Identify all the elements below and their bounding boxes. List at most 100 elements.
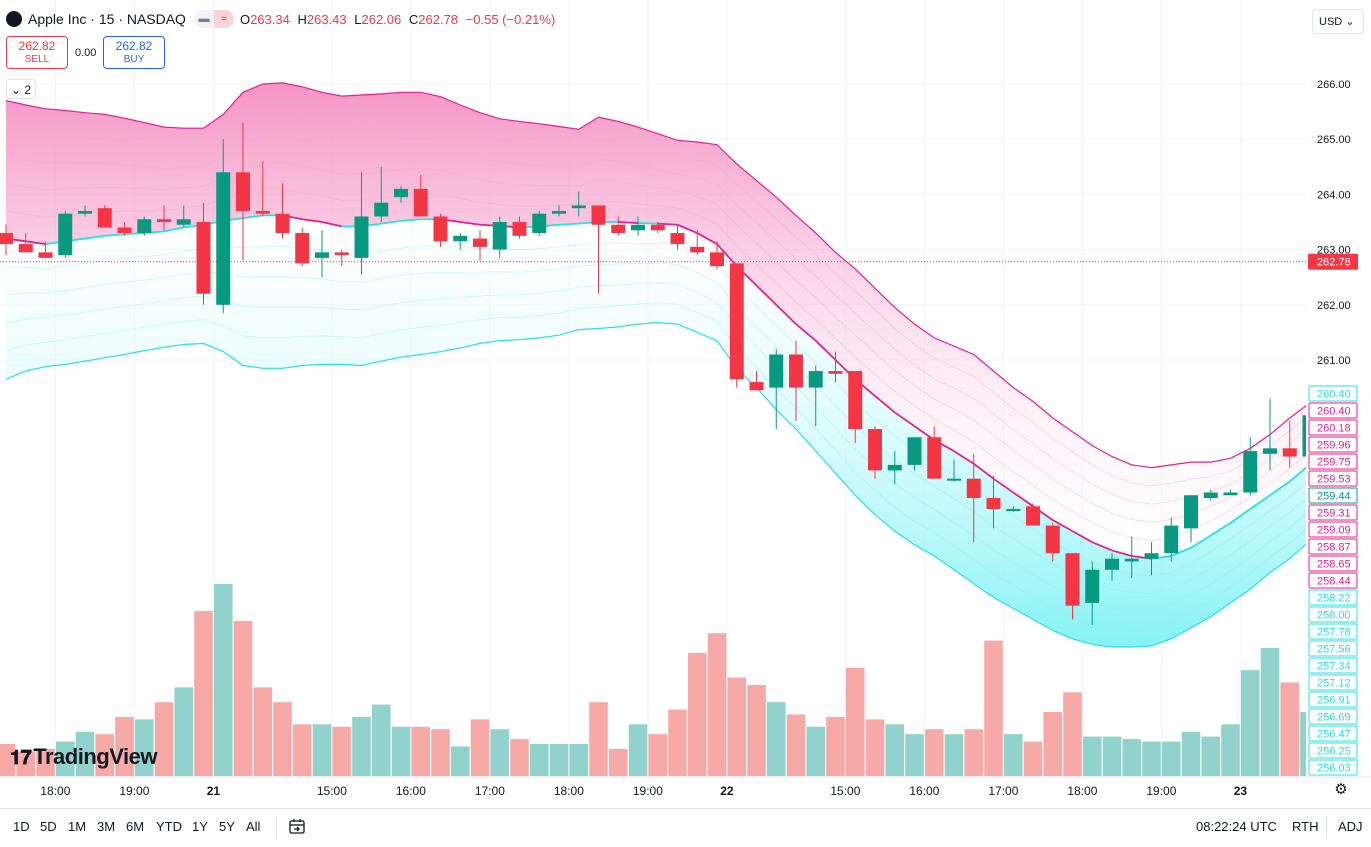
time-tick-label: 21	[207, 784, 221, 798]
candle-body	[571, 205, 586, 209]
tradingview-logo[interactable]: 𝟏𝟕TradingView	[10, 744, 157, 770]
rth-toggle[interactable]: RTH	[1292, 819, 1319, 834]
range-5y-button[interactable]: 5Y	[219, 819, 235, 834]
volume-bar	[194, 611, 213, 776]
band-value-label: 256.25	[1317, 746, 1351, 758]
time-tick-label: 15:00	[830, 784, 860, 798]
adj-toggle[interactable]: ADJ	[1338, 819, 1363, 834]
volume-bar	[668, 709, 687, 776]
upper-band-stripe	[5, 109, 1330, 487]
band-value-label: 260.40	[1317, 406, 1351, 418]
range-1y-button[interactable]: 1Y	[192, 819, 208, 834]
volume-bar	[55, 741, 75, 776]
volume-bar	[786, 714, 806, 776]
ohlc-readout: O263.34 H263.43 L262.06 C262.78 −0.55 (−…	[239, 11, 556, 27]
band-value-badge	[1308, 691, 1358, 708]
band-value-badge	[1308, 504, 1358, 521]
volume-bar	[0, 744, 16, 776]
volume-bar	[687, 652, 707, 776]
volume-bar	[826, 716, 845, 776]
symbol-title[interactable]: Apple Inc · 15 · NASDAQ	[28, 11, 186, 27]
band-value-badge	[1308, 742, 1358, 759]
candle-body	[927, 437, 942, 479]
time-tick-label: 17:00	[475, 784, 505, 798]
approx-icon[interactable]: ≈	[213, 10, 234, 28]
mid-line-segment	[874, 395, 896, 414]
candle-body	[591, 205, 606, 225]
range-all-button[interactable]: All	[246, 819, 261, 834]
settings-gear-icon[interactable]: ⚙	[1334, 781, 1348, 798]
band-value-badge	[1308, 759, 1358, 776]
time-tick-label: 16:00	[909, 784, 939, 798]
candle-body	[749, 382, 764, 391]
volume-bar	[865, 719, 885, 776]
volume-bar	[608, 748, 628, 776]
volume-bar	[1023, 741, 1043, 776]
utc-clock[interactable]: 08:22:24 UTC	[1196, 819, 1277, 834]
apple-logo-icon	[6, 11, 22, 27]
mid-line-segment	[1229, 508, 1251, 524]
band-value-badge	[1308, 538, 1358, 555]
price-axis[interactable]: 266.00 265.00 264.00 263.00 262.00 261.00 262.…	[1306, 0, 1371, 808]
mid-line-segment	[1012, 491, 1034, 508]
candle-body	[38, 252, 53, 258]
volume-bar	[1260, 648, 1280, 776]
range-6m-button[interactable]: 6M	[126, 819, 145, 834]
goto-date-icon[interactable]	[288, 817, 306, 835]
indicators-collapse-button[interactable]: ⌄ 2	[6, 79, 36, 99]
high-value: 263.43	[306, 11, 347, 27]
volume-bar	[1161, 741, 1181, 776]
range-5d-button[interactable]: 5D	[40, 819, 57, 834]
buy-button[interactable]: 262.82 BUY	[103, 36, 165, 69]
range-1d-button[interactable]: 1D	[13, 819, 30, 834]
candle-body	[986, 498, 1001, 510]
upper-band-line	[5, 82, 1330, 469]
time-tick-label: 19:00	[633, 784, 663, 798]
line-style-icon[interactable]: ▬	[198, 13, 210, 25]
candle-body	[1263, 448, 1277, 454]
lower-band-fill	[6, 215, 1330, 647]
volume-layer	[0, 584, 1339, 776]
time-tick-label: 16:00	[396, 784, 426, 798]
candle-body	[789, 354, 803, 388]
range-ytd-button[interactable]: YTD	[156, 819, 182, 834]
band-value-label: 258.65	[1317, 559, 1351, 571]
band-layer	[5, 82, 1330, 648]
mid-line-segment	[992, 477, 1014, 494]
candle-body	[1085, 569, 1100, 603]
price-tick-label: 265.00	[1317, 134, 1351, 146]
symbol-header: Apple Inc · 15 · NASDAQ ▬ ≈ O263.34 H263…	[6, 10, 559, 28]
currency-select[interactable]: USD ⌄	[1312, 9, 1364, 34]
range-1m-button[interactable]: 1M	[68, 819, 87, 834]
price-tick-label: 262.00	[1317, 300, 1351, 312]
candle-body	[631, 224, 645, 231]
time-tick-label: 19:00	[119, 784, 149, 798]
mid-line-segment	[618, 221, 639, 225]
band-value-label: 258.00	[1317, 610, 1351, 622]
sell-button[interactable]: 262.82 SELL	[6, 36, 68, 69]
band-value-badge	[1308, 606, 1358, 623]
volume-bar	[845, 667, 865, 776]
candle-body	[512, 222, 527, 236]
range-3m-button[interactable]: 3M	[97, 819, 116, 834]
candle-body	[58, 213, 73, 256]
mid-line-segment	[163, 226, 184, 233]
band-value-badge	[1308, 623, 1358, 640]
volume-bar	[273, 702, 292, 776]
time-axis[interactable]: 18:00 19:00 21 15:00 16:00 17:00 18:00 19:00 22 1…	[0, 776, 1371, 807]
band-value-label: 259.75	[1317, 457, 1351, 469]
volume-bar	[766, 702, 786, 776]
volume-bar	[1201, 736, 1221, 776]
price-tick-label: 266.00	[1317, 79, 1351, 91]
buy-label: BUY	[123, 54, 145, 65]
band-value-label: 258.22	[1317, 593, 1351, 605]
mid-line-segment	[755, 284, 777, 306]
mid-line-segment	[400, 218, 421, 222]
indicator-toggle[interactable]: ▬ ≈	[193, 10, 234, 28]
candle-body	[848, 371, 863, 429]
candle-body	[78, 210, 92, 214]
candle-body	[492, 222, 507, 250]
band-value-label: 256.47	[1317, 729, 1351, 741]
volume-bar	[411, 726, 431, 776]
